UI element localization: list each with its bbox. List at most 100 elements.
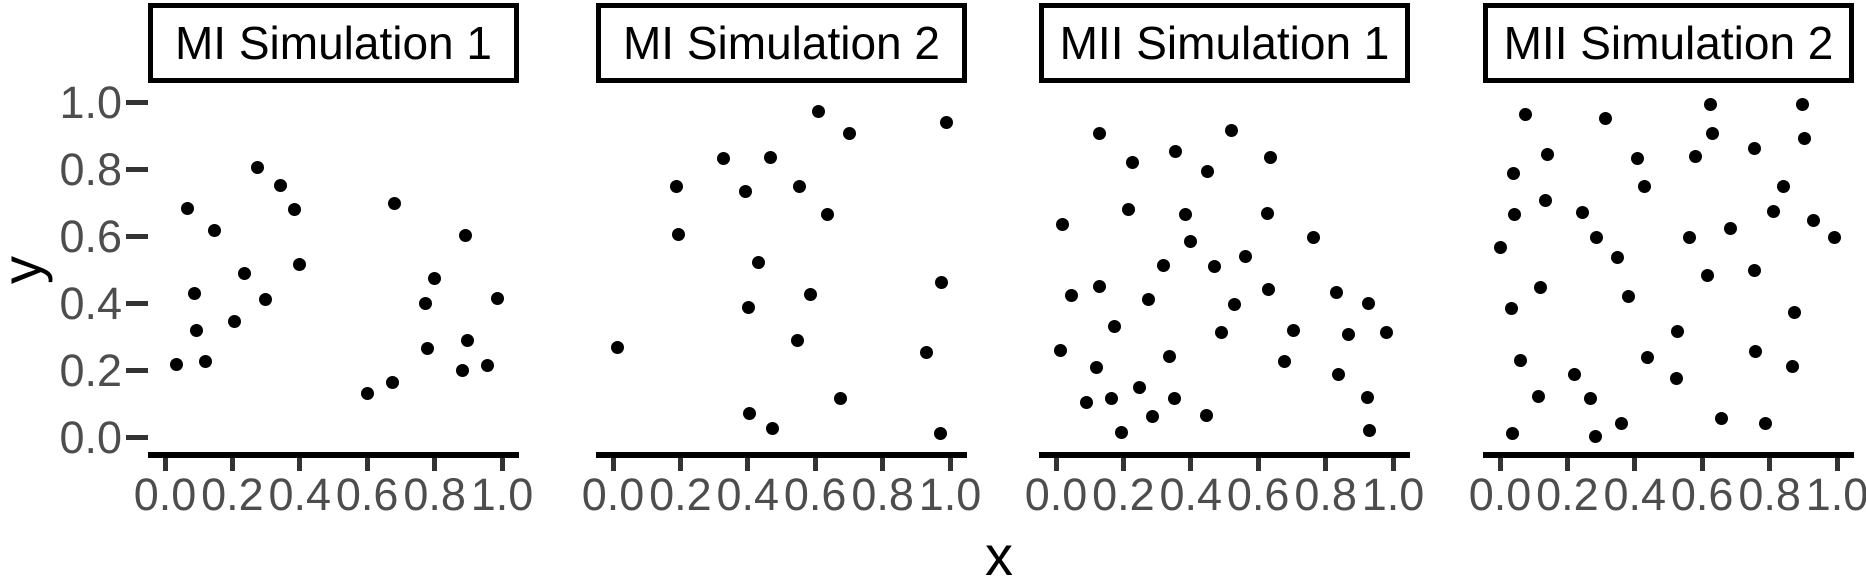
data-point — [456, 363, 470, 377]
data-point — [1701, 269, 1715, 283]
scatter-panel — [148, 88, 519, 452]
data-point — [1277, 355, 1291, 369]
data-point — [1541, 148, 1555, 162]
x-tick-mark — [677, 458, 683, 471]
data-point — [671, 228, 685, 242]
y-tick-label: 0.4 — [59, 278, 122, 329]
x-tick-label: 0.4 — [268, 469, 332, 520]
data-point — [739, 185, 753, 199]
data-point — [792, 180, 806, 194]
data-point — [669, 180, 683, 194]
data-point — [1611, 250, 1625, 264]
x-tick-mark — [432, 458, 438, 471]
data-point — [1531, 389, 1545, 403]
data-point — [287, 203, 301, 217]
y-tick-label: 0.2 — [59, 345, 122, 396]
data-point — [1056, 217, 1070, 231]
data-point — [1493, 241, 1507, 255]
data-point — [187, 287, 201, 301]
x-tick-mark — [880, 458, 886, 471]
data-point — [251, 160, 265, 174]
x-tick-mark — [1255, 458, 1261, 471]
data-point — [1126, 156, 1140, 170]
data-point — [934, 275, 948, 289]
data-point — [820, 207, 834, 221]
data-point — [1796, 98, 1810, 112]
x-tick-label: 0.4 — [1159, 469, 1223, 520]
y-tick-mark — [126, 367, 148, 373]
data-point — [1168, 145, 1182, 159]
data-point — [386, 375, 400, 389]
data-point — [1519, 108, 1533, 122]
data-point — [427, 271, 441, 285]
x-tick-mark — [1767, 458, 1773, 471]
data-point — [207, 224, 221, 238]
data-point — [843, 126, 857, 140]
facet-strip-label: MI Simulation 2 — [622, 17, 940, 69]
data-point — [1759, 417, 1773, 431]
x-axis-line — [596, 452, 967, 458]
facet-strip-label: MII Simulation 1 — [1059, 17, 1390, 69]
x-axis-line — [148, 452, 519, 458]
data-point — [1286, 323, 1300, 337]
data-point — [1505, 301, 1519, 315]
data-point — [1506, 166, 1520, 180]
data-point — [419, 296, 433, 310]
data-point — [190, 323, 204, 337]
data-point — [1092, 280, 1106, 294]
x-tick-mark — [162, 458, 168, 471]
data-point — [1163, 350, 1177, 364]
y-tick-label: 0.6 — [59, 211, 122, 262]
data-point — [1776, 180, 1790, 194]
x-tick-mark — [947, 458, 953, 471]
data-point — [1362, 424, 1376, 438]
x-tick-mark — [1497, 458, 1503, 471]
data-point — [1706, 126, 1720, 140]
data-point — [1306, 231, 1320, 245]
data-point — [361, 386, 375, 400]
x-tick-label: 0.0 — [133, 469, 197, 520]
x-tick-mark — [1188, 458, 1194, 471]
data-point — [1228, 297, 1242, 311]
x-tick-mark — [1323, 458, 1329, 471]
data-point — [791, 333, 805, 347]
data-point — [1080, 395, 1094, 409]
data-point — [1107, 319, 1121, 333]
data-point — [933, 426, 947, 440]
x-tick-mark — [1120, 458, 1126, 471]
x-tick-mark — [1699, 458, 1705, 471]
data-point — [1748, 264, 1762, 277]
data-point — [1806, 213, 1820, 227]
x-tick-mark — [499, 458, 505, 471]
x-tick-label: 0.0 — [1024, 469, 1088, 520]
data-point — [1178, 207, 1192, 221]
scatter-panel — [1039, 88, 1410, 452]
data-point — [1362, 296, 1376, 310]
data-point — [1331, 368, 1345, 382]
data-point — [258, 293, 272, 307]
data-point — [716, 151, 730, 165]
scatter-panel — [1483, 88, 1854, 452]
data-point — [1514, 353, 1528, 367]
facet-strip: MI Simulation 1 — [148, 3, 519, 83]
x-tick-label: 0.2 — [1536, 469, 1599, 520]
data-point — [1598, 111, 1612, 125]
data-point — [1539, 193, 1553, 207]
data-point — [1671, 324, 1685, 338]
data-point — [1688, 149, 1702, 163]
data-point — [1505, 426, 1519, 440]
data-point — [1330, 286, 1344, 300]
x-tick-label: 0.2 — [201, 469, 264, 520]
data-point — [1589, 231, 1603, 245]
data-point — [274, 178, 288, 192]
x-tick-mark — [1564, 458, 1570, 471]
data-point — [1704, 98, 1718, 112]
x-axis-line — [1483, 452, 1854, 458]
x-tick-mark — [297, 458, 303, 471]
x-axis-title: x — [985, 524, 1013, 582]
x-tick-label: 0.4 — [716, 469, 780, 520]
data-point — [1092, 126, 1106, 140]
data-point — [834, 392, 848, 406]
data-point — [741, 300, 755, 314]
data-point — [742, 406, 756, 420]
